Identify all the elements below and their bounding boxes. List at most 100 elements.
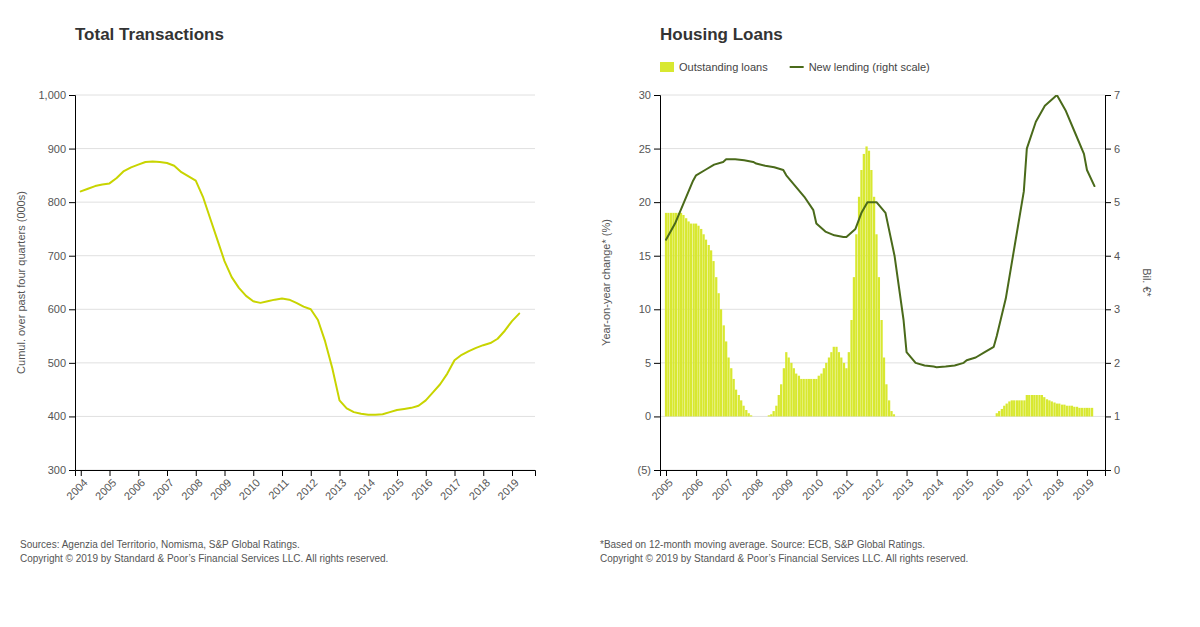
bar [863,154,865,417]
bar [1021,400,1023,416]
tick: 5 [645,357,660,369]
tick-mark [368,470,369,476]
tick-label: 2007 [709,476,735,502]
tick-label: 400 [48,410,66,422]
bar [858,197,860,417]
tick-label: 2005 [649,476,675,502]
bar [1091,408,1093,417]
tick-mark [997,470,998,476]
tick-label: 500 [48,357,66,369]
bar [943,416,945,417]
tick-mark [696,470,697,476]
tick: 2007 [709,470,735,502]
tick-label: 2017 [438,476,464,502]
tick-mark [1105,363,1111,364]
bar [878,277,880,416]
bar [898,416,900,417]
bar [966,416,968,417]
tick: 0 [1105,464,1120,476]
annotation: Sources: Agenzia del Territorio, Nomisma… [20,539,300,550]
tick-label: 900 [48,143,66,155]
axis-line [661,471,1106,477]
tick: 6 [1105,143,1120,155]
bar [1061,405,1063,417]
bar [1058,404,1060,417]
tick-mark [756,470,757,476]
bar [712,261,714,416]
tick: 2017 [438,470,464,502]
grid-line [660,255,1105,256]
tick-mark [69,256,75,257]
tick-label: 2011 [266,476,291,501]
bar [665,213,667,417]
tick-mark [816,470,817,476]
figure: 2004200520062007200820092010201120122013… [0,0,1200,627]
tick-label: 2015 [950,476,976,502]
tick-mark [1105,470,1111,471]
bar [675,213,677,417]
bar [1006,404,1008,417]
bar [983,416,985,417]
tick-mark [846,470,847,476]
tick-mark [876,470,877,476]
tick-label: 15 [639,250,651,262]
bar [1008,401,1010,416]
tick-mark [1057,470,1058,476]
tick-label: 2014 [352,476,378,502]
bar [828,358,830,417]
tick-label: 2005 [93,476,119,502]
tick-label: (5) [638,464,651,476]
bar [710,250,712,416]
bar [742,406,744,417]
bar [1086,408,1088,417]
tick: 900 [48,143,75,155]
bar [793,368,795,416]
bar [875,234,877,416]
tick-label: 2012 [294,476,320,502]
tick: 2019 [495,470,521,502]
bar [986,416,988,417]
tick: 1 [1105,410,1120,422]
bar [727,358,729,417]
bars [665,146,1093,416]
tick-mark [196,470,197,476]
annotation: Copyright © 2019 by Standard & Poor’s Fi… [20,553,388,564]
tick: 800 [48,196,75,208]
tick-label: 2019 [495,476,521,502]
grid-line [75,416,535,417]
bar [693,224,695,417]
tick: 1,000 [38,89,75,101]
bar [830,352,832,416]
bar [783,368,785,416]
tick-label: 2018 [1040,476,1066,502]
bar [1036,395,1038,416]
bar [1076,407,1078,417]
axis-line [69,96,76,471]
bar [697,226,699,417]
bar [808,379,810,417]
tick: 25 [639,143,660,155]
title: Total Transactions [75,25,224,44]
bar [800,379,802,417]
bar [785,352,787,416]
bar [725,341,727,416]
tick-label: 800 [48,196,66,208]
tick-mark [1105,149,1111,150]
tick-label: 2006 [122,476,148,502]
tick-label: 2011 [830,476,855,501]
bar [981,416,983,417]
tick-label: 700 [48,250,66,262]
tick-label: 30 [639,89,651,101]
bar [733,379,735,417]
bar [935,416,937,417]
tick: 2011 [266,470,291,502]
bar [890,411,892,416]
tick: 2005 [649,470,675,502]
tick-mark [654,202,660,203]
bar [968,416,970,417]
chart-panel: 2005200620072008200920102011201220132014… [600,25,1153,564]
tick-label: 2008 [739,476,765,502]
tick: (5) [638,464,660,476]
tick: 2010 [237,470,263,502]
bar [763,416,765,417]
